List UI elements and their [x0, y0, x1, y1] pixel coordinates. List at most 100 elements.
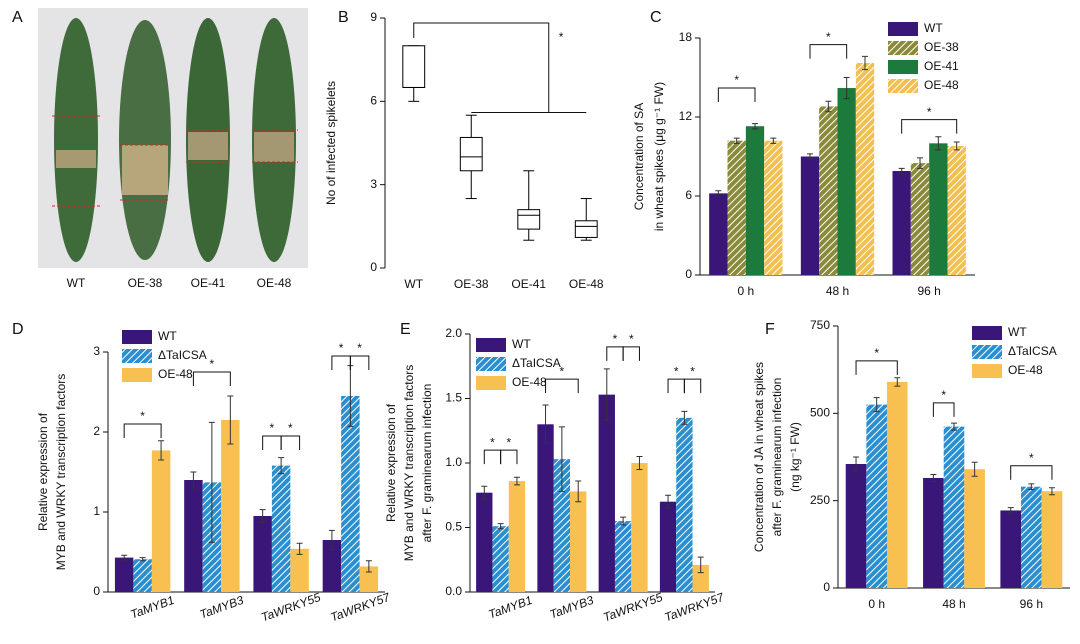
significance-mark: *	[674, 364, 679, 378]
spike	[52, 18, 100, 262]
significance-bracket	[349, 355, 370, 370]
error-bar	[121, 554, 128, 561]
error-bar	[917, 157, 923, 169]
bar	[114, 557, 134, 592]
bar	[709, 193, 728, 275]
error-bar	[139, 557, 146, 562]
y-axis-label: in wheat spikes (μg g⁻¹ FW)	[652, 82, 666, 231]
significance-bracket	[413, 22, 587, 113]
x-tick-label: 48 h	[826, 284, 849, 298]
y-tick-label: 750	[810, 318, 830, 332]
significance-mark: *	[490, 435, 495, 449]
bar	[910, 163, 930, 275]
error-bar	[665, 494, 672, 509]
photo-label: OE-38	[128, 276, 163, 290]
significance-bracket	[500, 449, 518, 465]
x-tick-label: TaWRKY57	[662, 590, 727, 625]
y-tick-label: 3	[370, 177, 377, 191]
bar	[886, 381, 908, 588]
error-bar	[1028, 483, 1035, 490]
significance-bracket	[262, 435, 282, 450]
x-tick-label: 0 h	[868, 597, 885, 611]
box	[574, 220, 598, 238]
significance-mark: *	[357, 341, 362, 355]
panel: D Relative expression of MYB and WRKY tran…	[12, 321, 393, 624]
y-tick-label: 2.0	[445, 326, 462, 340]
y-tick-label: 12	[679, 109, 693, 123]
error-bar	[873, 397, 880, 413]
spike	[119, 20, 171, 260]
bar	[151, 450, 171, 592]
error-bar	[862, 55, 868, 71]
error-bar	[843, 77, 850, 100]
legend-swatch	[888, 41, 918, 55]
y-tick-label: 250	[810, 493, 830, 507]
x-tick-label: OE-38	[454, 277, 489, 291]
bar	[892, 170, 911, 275]
y-axis-label: after F. graminearum infection	[770, 378, 784, 537]
panel-label: D	[12, 321, 24, 338]
bar	[923, 477, 944, 588]
significance-mark: *	[690, 364, 695, 378]
panel-label: B	[338, 9, 349, 26]
x-tick-label: OE-48	[569, 277, 604, 291]
panel-label: C	[650, 9, 662, 26]
panel: C Concentration of SA in wheat spikes (μg …	[632, 9, 975, 298]
legend-swatch	[122, 330, 152, 344]
significance-mark: *	[140, 409, 145, 423]
error-bar	[603, 368, 610, 421]
significance-bracket	[483, 449, 502, 465]
significance-bracket	[280, 435, 301, 450]
significance-mark: *	[559, 30, 564, 44]
bar	[727, 140, 746, 275]
legend-label: WT	[924, 21, 943, 35]
y-tick-label: 0.0	[445, 584, 462, 598]
error-bar	[853, 456, 860, 472]
bar	[800, 156, 820, 275]
bar	[359, 566, 379, 592]
bar	[570, 491, 587, 592]
panel: F Concentration of JA in wheat spikes afte…	[752, 318, 1070, 611]
significance-mark: *	[613, 332, 618, 346]
significance-bracket	[123, 423, 162, 438]
y-axis-label: (ng kg⁻¹ FW)	[788, 422, 802, 492]
y-axis-label: MYB and WRKY transcription factors	[54, 374, 68, 571]
panel-label: F	[765, 321, 775, 338]
box	[402, 45, 426, 88]
panel: B No of infected spikelets 0 3 6 9 WT OE-38 OE-4…	[324, 9, 604, 291]
y-axis-label: Relative expression of	[384, 403, 398, 522]
box	[459, 136, 483, 172]
photo-label: OE-41	[191, 276, 226, 290]
x-tick-label: TaMYB3	[198, 593, 246, 622]
error-bar	[770, 137, 777, 144]
legend-label: OE-41	[924, 59, 959, 73]
bar	[133, 559, 152, 592]
x-tick-label: TaWRKY57	[328, 590, 393, 625]
panel: E Relative expression of MYB and WRKY tran…	[384, 321, 727, 624]
bar	[764, 140, 783, 275]
legend-swatch	[122, 349, 152, 363]
y-tick-label: 0.5	[445, 520, 462, 534]
bar	[614, 521, 632, 592]
y-tick-label: 0	[823, 580, 830, 594]
y-tick-label: 1	[93, 504, 100, 518]
significance-mark: *	[1029, 451, 1034, 465]
y-tick-label: 1.0	[445, 455, 462, 469]
x-tick-label: 96 h	[1020, 597, 1043, 611]
panel-label: A	[12, 9, 23, 26]
bar	[1000, 510, 1022, 588]
y-tick-label: 9	[370, 10, 377, 24]
bar	[819, 106, 838, 275]
legend-swatch	[888, 22, 918, 36]
legend-label: OE-48	[512, 375, 547, 389]
legend-label: WT	[1008, 325, 1027, 339]
error-bar	[365, 560, 372, 573]
y-axis-label: after F. graminearum infection	[420, 384, 434, 543]
error-bar	[825, 100, 832, 113]
significance-bracket	[683, 378, 702, 394]
bar	[947, 145, 966, 275]
error-bar	[208, 421, 215, 543]
bar	[929, 143, 948, 275]
y-tick-label: 0	[685, 267, 692, 281]
significance-bracket	[1010, 465, 1053, 480]
